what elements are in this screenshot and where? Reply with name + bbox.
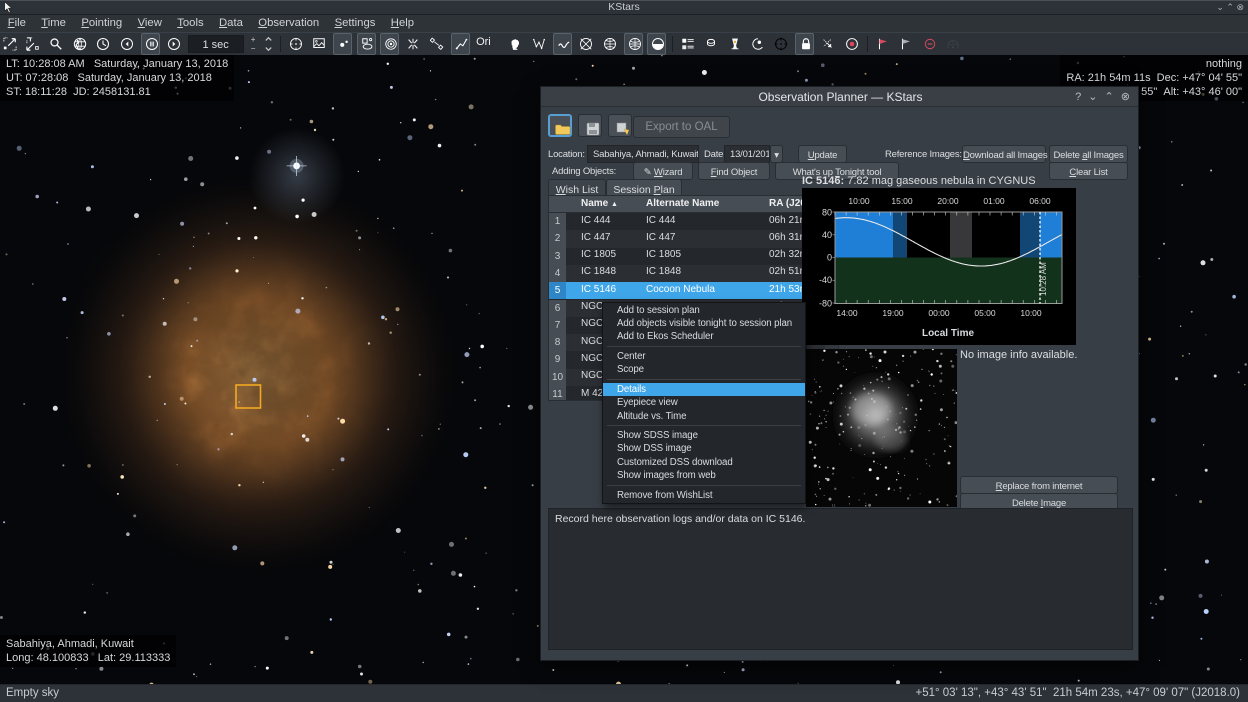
svg-text:Local Time: Local Time xyxy=(922,328,974,339)
svg-text:80: 80 xyxy=(822,208,832,218)
svg-text:10:28 AM: 10:28 AM xyxy=(1039,262,1048,296)
svg-text:40: 40 xyxy=(822,230,832,240)
svg-text:00:00: 00:00 xyxy=(928,308,950,318)
svg-text:-80: -80 xyxy=(819,299,832,309)
svg-text:15:00: 15:00 xyxy=(891,196,913,206)
svg-text:19:00: 19:00 xyxy=(882,308,904,318)
svg-text:06:00: 06:00 xyxy=(1029,196,1051,206)
svg-text:0: 0 xyxy=(827,253,832,263)
svg-text:05:00: 05:00 xyxy=(974,308,996,318)
svg-text:10:00: 10:00 xyxy=(1020,308,1042,318)
svg-text:20:00: 20:00 xyxy=(937,196,959,206)
svg-text:-40: -40 xyxy=(819,275,832,285)
svg-text:01:00: 01:00 xyxy=(983,196,1005,206)
svg-text:10:00: 10:00 xyxy=(848,196,870,206)
svg-text:14:00: 14:00 xyxy=(836,308,858,318)
